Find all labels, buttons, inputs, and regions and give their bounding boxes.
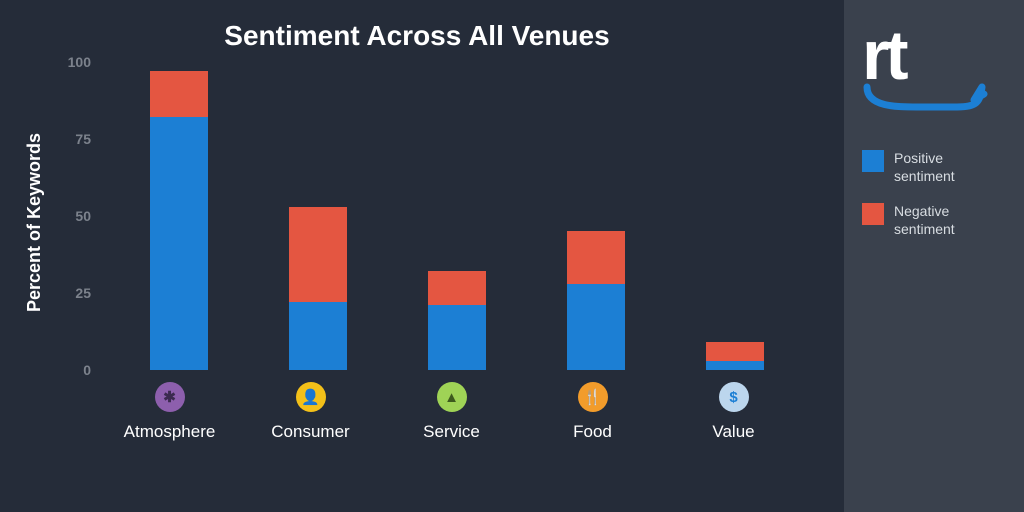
y-tick: 100 (68, 54, 91, 70)
bars-container (99, 62, 814, 370)
bar-segment-negative (150, 71, 208, 117)
y-tick: 75 (75, 131, 91, 147)
x-axis-item: 👤 Consumer (251, 382, 371, 442)
x-tick-label: Service (423, 422, 480, 442)
bar (428, 62, 486, 370)
bar-segment-negative (706, 342, 764, 360)
category-icon: $ (719, 382, 749, 412)
bar-segment-negative (289, 207, 347, 302)
legend-item: Negative sentiment (862, 203, 1006, 238)
category-icon: 👤 (296, 382, 326, 412)
bar (150, 62, 208, 370)
x-axis-item: ✱ Atmosphere (110, 382, 230, 442)
chart-panel: Sentiment Across All Venues Percent of K… (0, 0, 844, 512)
side-panel: rt Positive sentiment Negative sentiment (844, 0, 1024, 512)
x-axis-item: ▲ Service (392, 382, 512, 442)
y-tick: 50 (75, 208, 91, 224)
x-tick-label: Consumer (271, 422, 349, 442)
logo-swoosh-icon (862, 82, 992, 122)
x-axis-item: 🍴 Food (533, 382, 653, 442)
bar-segment-positive (706, 361, 764, 370)
chart-title: Sentiment Across All Venues (20, 20, 814, 52)
legend: Positive sentiment Negative sentiment (862, 150, 1006, 238)
legend-swatch (862, 150, 884, 172)
bar-segment-positive (289, 302, 347, 370)
bar-segment-negative (567, 231, 625, 283)
x-axis-item: $ Value (674, 382, 794, 442)
y-axis-label: Percent of Keywords (20, 62, 49, 382)
y-tick: 0 (83, 362, 91, 378)
y-axis: 0255075100 (49, 62, 99, 370)
legend-item: Positive sentiment (862, 150, 1006, 185)
plot: 0255075100 ✱Atmosphere👤Consumer▲Service🍴… (49, 62, 814, 442)
x-tick-label: Atmosphere (124, 422, 216, 442)
category-icon: 🍴 (578, 382, 608, 412)
legend-swatch (862, 203, 884, 225)
x-tick-label: Food (573, 422, 612, 442)
bar-segment-negative (428, 271, 486, 305)
x-axis: ✱ Atmosphere 👤 Consumer ▲ Service 🍴 Food $ Value (49, 370, 814, 442)
category-icon: ▲ (437, 382, 467, 412)
y-tick: 25 (75, 285, 91, 301)
bar (289, 62, 347, 370)
x-tick-label: Value (712, 422, 754, 442)
bar-segment-positive (567, 284, 625, 370)
logo-text: rt (862, 20, 1006, 90)
legend-label: Positive sentiment (894, 150, 1006, 185)
bar-segment-positive (428, 305, 486, 370)
logo: rt (862, 20, 1006, 120)
plot-area: 0255075100 (49, 62, 814, 370)
chart-wrap: Percent of Keywords 0255075100 ✱Atmosphe… (20, 62, 814, 442)
legend-label: Negative sentiment (894, 203, 1006, 238)
bar (567, 62, 625, 370)
bar-segment-positive (150, 117, 208, 370)
category-icon: ✱ (155, 382, 185, 412)
bar (706, 62, 764, 370)
